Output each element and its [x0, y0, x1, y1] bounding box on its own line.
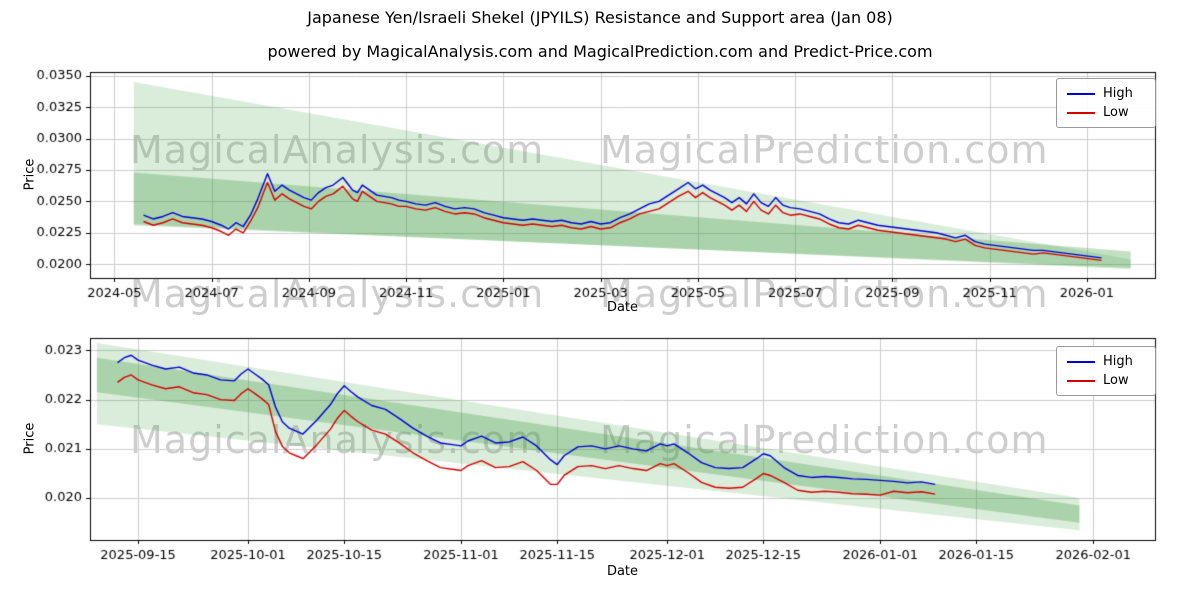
date-axis-label-bottom: Date — [606, 564, 639, 579]
legend-item-high: High — [1067, 84, 1145, 103]
legend-label-high: High — [1103, 86, 1133, 101]
legend-item-low: Low — [1067, 371, 1145, 390]
low-line-swatch — [1067, 111, 1095, 114]
price-axis-label-top: Price — [22, 158, 38, 191]
chart-subtitle: powered by MagicalAnalysis.com and Magic… — [267, 42, 933, 61]
price-chart-bottom — [0, 320, 1200, 570]
price-axis-label-bottom: Price — [22, 422, 38, 455]
legend-label-low: Low — [1103, 373, 1129, 388]
legend-label-low: Low — [1103, 105, 1129, 120]
top-chart-legend: High Low — [1056, 78, 1156, 128]
bottom-chart-legend: High Low — [1056, 346, 1156, 396]
low-line-swatch — [1067, 379, 1095, 382]
price-chart-top — [0, 60, 1200, 310]
chart-title: Japanese Yen/Israeli Shekel (JPYILS) Res… — [307, 8, 893, 27]
legend-label-high: High — [1103, 354, 1133, 369]
date-axis-label-top: Date — [606, 300, 639, 315]
legend-item-high: High — [1067, 352, 1145, 371]
high-line-swatch — [1067, 360, 1095, 363]
high-line-swatch — [1067, 92, 1095, 95]
legend-item-low: Low — [1067, 103, 1145, 122]
